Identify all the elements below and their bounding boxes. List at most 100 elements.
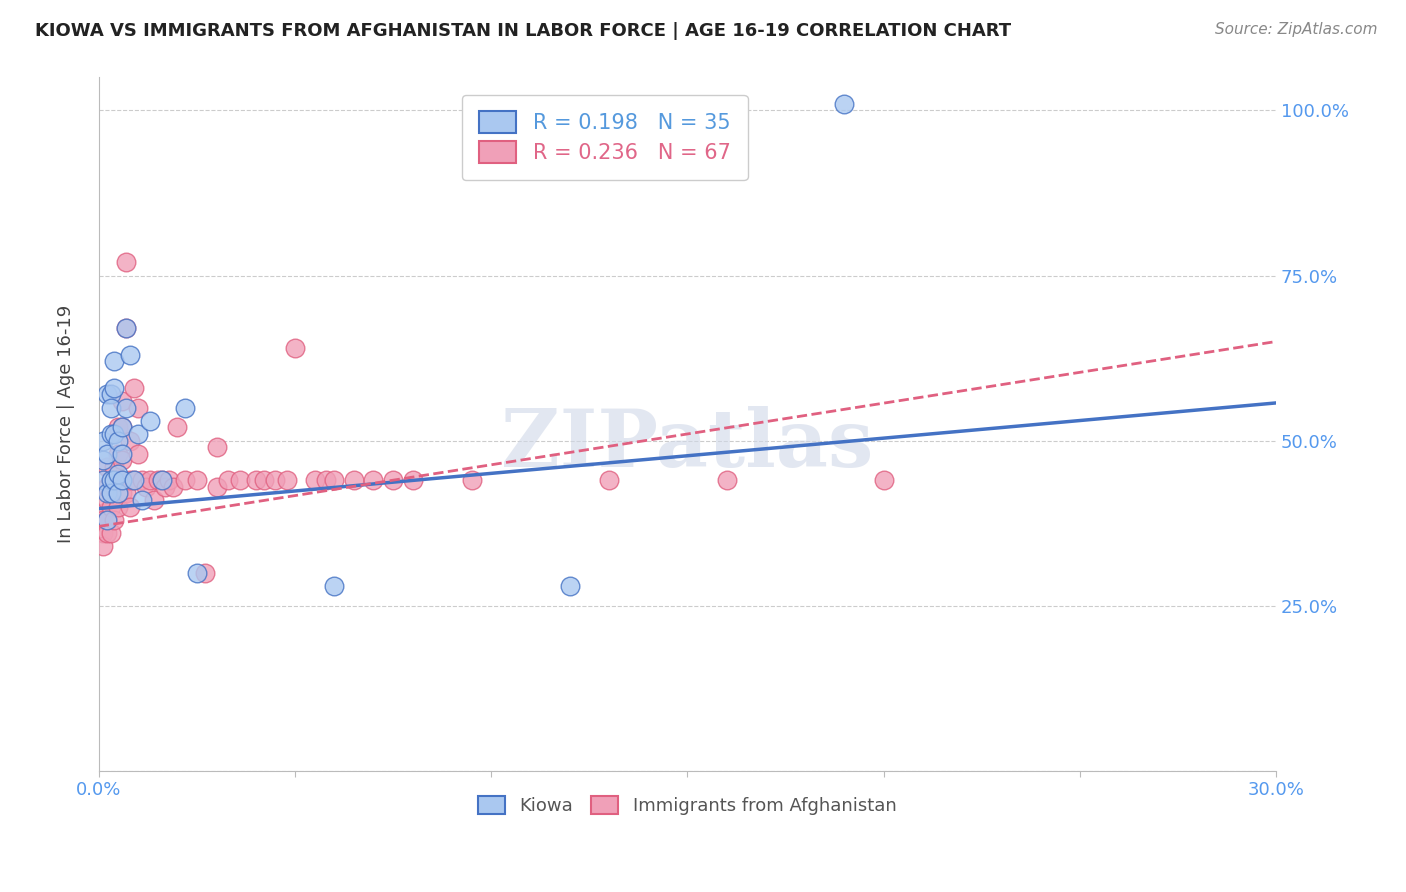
Point <box>205 440 228 454</box>
Point <box>111 453 134 467</box>
Point <box>150 473 173 487</box>
Point <box>122 473 145 487</box>
Point <box>162 480 184 494</box>
Point <box>229 473 252 487</box>
Point <box>91 473 114 487</box>
Point <box>91 453 114 467</box>
Point <box>107 486 129 500</box>
Point <box>115 486 138 500</box>
Point <box>107 500 129 514</box>
Point <box>96 526 118 541</box>
Point <box>100 401 122 415</box>
Point <box>598 473 620 487</box>
Point <box>96 493 118 508</box>
Point <box>323 473 346 487</box>
Point <box>194 566 217 580</box>
Point <box>127 447 149 461</box>
Point <box>284 341 307 355</box>
Point <box>100 473 122 487</box>
Point <box>150 473 173 487</box>
Y-axis label: In Labor Force | Age 16-19: In Labor Force | Age 16-19 <box>58 305 75 543</box>
Point <box>91 506 114 520</box>
Point <box>252 473 274 487</box>
Legend: Kiowa, Immigrants from Afghanistan: Kiowa, Immigrants from Afghanistan <box>470 787 905 824</box>
Point <box>111 447 134 461</box>
Point <box>315 473 337 487</box>
Point <box>276 473 298 487</box>
Point <box>186 473 208 487</box>
Point <box>155 480 177 494</box>
Point <box>91 513 114 527</box>
Point <box>343 473 366 487</box>
Point <box>91 526 114 541</box>
Point <box>122 473 145 487</box>
Point <box>186 566 208 580</box>
Point <box>558 579 581 593</box>
Point <box>107 467 129 481</box>
Point <box>96 486 118 500</box>
Point <box>142 493 165 508</box>
Point <box>139 414 162 428</box>
Text: ZIPatlas: ZIPatlas <box>502 406 873 483</box>
Point <box>111 473 134 487</box>
Point <box>115 401 138 415</box>
Point <box>103 473 125 487</box>
Point <box>103 354 125 368</box>
Point <box>115 321 138 335</box>
Point <box>107 447 129 461</box>
Point <box>103 381 125 395</box>
Point <box>834 96 856 111</box>
Point <box>100 387 122 401</box>
Point <box>135 480 157 494</box>
Point <box>166 420 188 434</box>
Point <box>91 539 114 553</box>
Point <box>363 473 385 487</box>
Point <box>139 473 162 487</box>
Point <box>402 473 425 487</box>
Point <box>127 401 149 415</box>
Point <box>217 473 239 487</box>
Point <box>96 513 118 527</box>
Point <box>107 420 129 434</box>
Point <box>120 500 142 514</box>
Point <box>120 473 142 487</box>
Point <box>103 427 125 442</box>
Point <box>103 460 125 475</box>
Point <box>460 473 482 487</box>
Point <box>103 513 125 527</box>
Point <box>96 447 118 461</box>
Point <box>115 321 138 335</box>
Point <box>872 473 894 487</box>
Point <box>111 486 134 500</box>
Point <box>111 394 134 409</box>
Point <box>174 473 197 487</box>
Point <box>120 348 142 362</box>
Point <box>100 473 122 487</box>
Point <box>205 480 228 494</box>
Point <box>91 434 114 448</box>
Text: Source: ZipAtlas.com: Source: ZipAtlas.com <box>1215 22 1378 37</box>
Point <box>100 427 122 442</box>
Point <box>264 473 287 487</box>
Point <box>96 513 118 527</box>
Point <box>323 579 346 593</box>
Point <box>96 387 118 401</box>
Point <box>107 473 129 487</box>
Point <box>146 473 169 487</box>
Point <box>127 427 149 442</box>
Point <box>103 480 125 494</box>
Point <box>111 420 134 434</box>
Point <box>382 473 405 487</box>
Point <box>100 486 122 500</box>
Point <box>115 255 138 269</box>
Point <box>120 434 142 448</box>
Point <box>131 493 153 508</box>
Point <box>100 500 122 514</box>
Point <box>157 473 180 487</box>
Point <box>107 434 129 448</box>
Point <box>100 486 122 500</box>
Point <box>131 473 153 487</box>
Text: KIOWA VS IMMIGRANTS FROM AFGHANISTAN IN LABOR FORCE | AGE 16-19 CORRELATION CHAR: KIOWA VS IMMIGRANTS FROM AFGHANISTAN IN … <box>35 22 1011 40</box>
Point <box>245 473 267 487</box>
Point <box>304 473 326 487</box>
